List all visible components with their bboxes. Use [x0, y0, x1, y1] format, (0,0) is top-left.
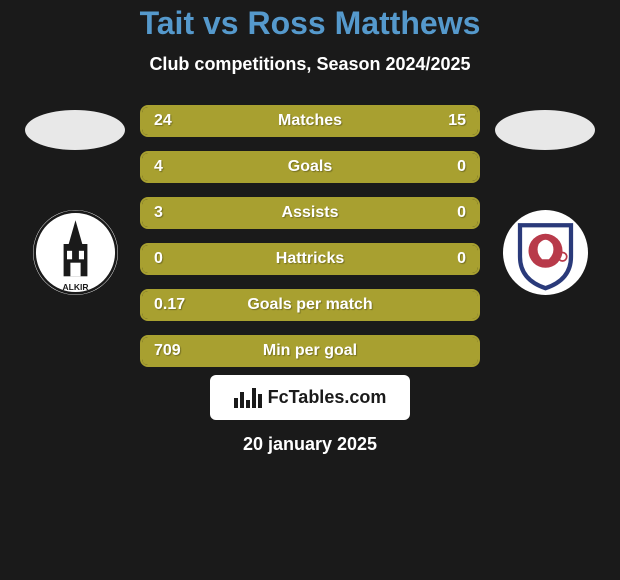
stat-label: Assists [282, 204, 339, 222]
brand-text: FcTables.com [268, 387, 387, 408]
falkirk-crest-icon: ALKIR [33, 210, 118, 295]
stat-fill-left [142, 199, 404, 227]
main-area: ALKIR 24 Matches 15 4 Goals 0 3 Assists 0 0 Hattri… [0, 105, 620, 367]
stat-value-left: 709 [154, 342, 181, 360]
stat-value-left: 3 [154, 204, 163, 222]
stat-value-left: 0.17 [154, 296, 185, 314]
club-badge-left: ALKIR [33, 210, 118, 295]
stats-column: 24 Matches 15 4 Goals 0 3 Assists 0 0 Hattricks 0 0.… [140, 105, 480, 367]
stat-row: 709 Min per goal [140, 335, 480, 367]
svg-text:ALKIR: ALKIR [62, 282, 88, 292]
player-photo-right [495, 110, 595, 150]
player-photo-left [25, 110, 125, 150]
stat-value-left: 24 [154, 112, 172, 130]
stat-row: 3 Assists 0 [140, 197, 480, 229]
page-title: Tait vs Ross Matthews [140, 5, 481, 42]
stat-row: 0 Hattricks 0 [140, 243, 480, 275]
stat-value-right: 0 [457, 250, 466, 268]
stat-fill-right [404, 199, 478, 227]
stat-value-right: 0 [457, 158, 466, 176]
stat-fill-right [404, 153, 478, 181]
raith-crest-icon [503, 210, 588, 295]
stat-value-left: 4 [154, 158, 163, 176]
stat-value-right: 0 [457, 204, 466, 222]
left-player-column: ALKIR [25, 105, 125, 295]
stat-fill-left [142, 153, 404, 181]
stat-label: Goals [288, 158, 332, 176]
stat-label: Matches [278, 112, 342, 130]
bars-icon [234, 388, 262, 408]
stat-value-left: 0 [154, 250, 163, 268]
date-line: 20 january 2025 [243, 434, 377, 455]
stat-label: Min per goal [263, 342, 357, 360]
container: Tait vs Ross Matthews Club competitions,… [0, 0, 620, 580]
fctables-logo: FcTables.com [210, 375, 410, 420]
stat-row: 4 Goals 0 [140, 151, 480, 183]
stat-row: 24 Matches 15 [140, 105, 480, 137]
stat-value-right: 15 [448, 112, 466, 130]
stat-label: Goals per match [247, 296, 372, 314]
right-player-column [495, 105, 595, 295]
stat-row: 0.17 Goals per match [140, 289, 480, 321]
club-badge-right [503, 210, 588, 295]
stat-label: Hattricks [276, 250, 344, 268]
page-subtitle: Club competitions, Season 2024/2025 [149, 54, 470, 75]
